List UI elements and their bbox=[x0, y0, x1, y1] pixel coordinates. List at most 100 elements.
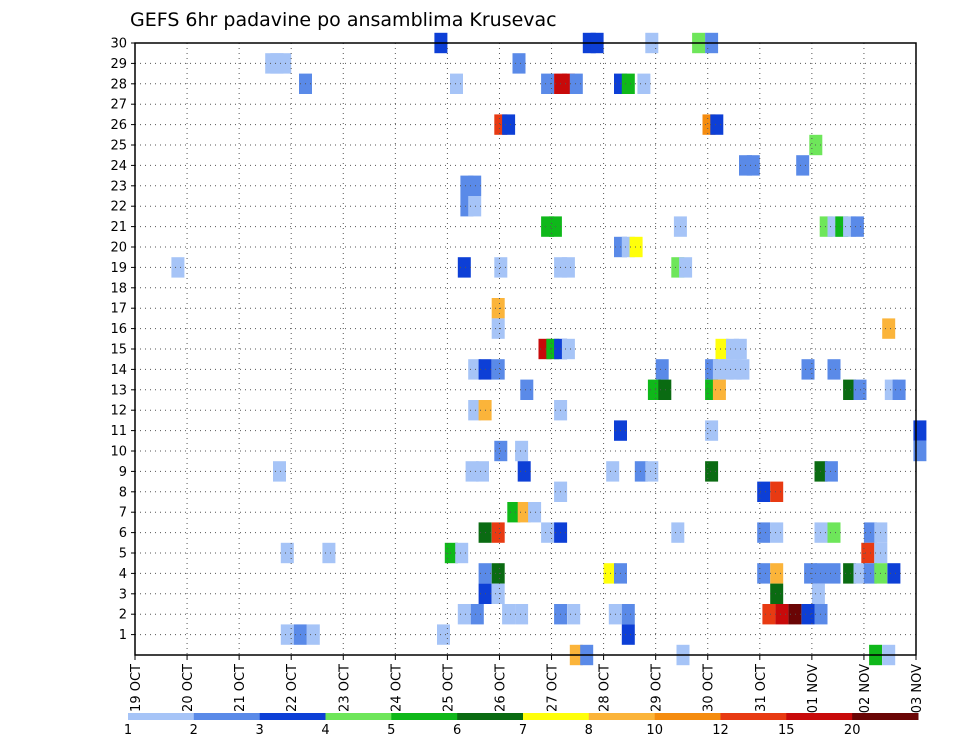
heatmap-cell bbox=[827, 522, 841, 543]
x-tick-label: 21 OCT bbox=[233, 664, 248, 712]
heatmap-cell bbox=[491, 318, 505, 339]
heatmap-cell bbox=[502, 114, 516, 135]
legend-swatch bbox=[325, 713, 392, 720]
heatmap-cell bbox=[171, 257, 185, 278]
y-tick-label: 11 bbox=[110, 424, 127, 439]
y-tick-label: 8 bbox=[119, 485, 127, 500]
heatmap-cell bbox=[705, 420, 719, 441]
legend-swatch bbox=[523, 713, 590, 720]
heatmap-cell bbox=[306, 624, 320, 645]
heatmap-cell bbox=[280, 624, 294, 645]
heatmap-cell bbox=[788, 604, 802, 625]
legend-label: 20 bbox=[844, 723, 861, 738]
heatmap-cell bbox=[457, 604, 471, 625]
heatmap-cell bbox=[470, 604, 484, 625]
y-tick-label: 10 bbox=[110, 445, 127, 460]
y-tick-label: 4 bbox=[119, 567, 127, 582]
y-tick-label: 23 bbox=[110, 179, 127, 194]
heatmap-cell bbox=[621, 624, 635, 645]
legend-swatch bbox=[786, 713, 853, 720]
x-tick-label: 24 OCT bbox=[389, 664, 404, 712]
heatmap-cell bbox=[517, 461, 531, 482]
x-tick-label: 27 OCT bbox=[546, 664, 561, 712]
heatmap-cell bbox=[801, 604, 815, 625]
y-tick-label: 25 bbox=[110, 139, 127, 154]
x-tick-label: 26 OCT bbox=[493, 664, 508, 712]
legend-swatch bbox=[588, 713, 656, 720]
y-tick-label: 17 bbox=[110, 302, 127, 317]
heatmap-cell bbox=[561, 338, 575, 360]
heatmap-cell bbox=[757, 522, 771, 543]
x-axis: 19 OCT 20 OCT 21 OCT 22 OCT 23 OCT 24 OCT 25 O… bbox=[129, 655, 925, 713]
heatmap-cell bbox=[801, 359, 815, 380]
heatmap-cell bbox=[658, 379, 672, 400]
heatmap-cell bbox=[710, 114, 724, 135]
heatmap-cell bbox=[892, 379, 906, 400]
heatmap-cell bbox=[444, 542, 458, 564]
heatmap-cell bbox=[569, 73, 583, 94]
x-tick-label: 29 OCT bbox=[650, 664, 665, 712]
heatmap-cell bbox=[746, 155, 760, 176]
y-tick-label: 18 bbox=[110, 281, 127, 296]
x-tick-label: 22 OCT bbox=[285, 664, 300, 712]
heatmap-cell bbox=[762, 604, 776, 625]
y-tick-label: 27 bbox=[110, 98, 127, 113]
legend-label: 3 bbox=[256, 723, 264, 738]
heatmap-cell bbox=[520, 379, 534, 400]
heatmap-cell bbox=[861, 542, 875, 564]
heatmap-cell bbox=[671, 522, 685, 543]
y-tick-label: 28 bbox=[110, 77, 127, 92]
heatmap-cell bbox=[827, 359, 841, 380]
heatmap-cell bbox=[770, 481, 784, 502]
heatmap-cell bbox=[850, 216, 864, 237]
heatmap-cell bbox=[621, 73, 635, 94]
heatmap-cell bbox=[647, 379, 661, 400]
heatmap-cell bbox=[770, 522, 784, 543]
y-tick-label: 22 bbox=[110, 200, 127, 215]
y-tick-label: 6 bbox=[119, 526, 127, 541]
heatmap-cell bbox=[468, 175, 482, 196]
grid-lines bbox=[135, 43, 916, 655]
y-axis: 1234567891011121314151617181920212223242… bbox=[110, 37, 135, 643]
legend-swatch bbox=[457, 713, 524, 720]
y-tick-label: 13 bbox=[110, 383, 127, 398]
heatmap-cell bbox=[468, 196, 482, 217]
chart-title: GEFS 6hr padavine po ansamblima Krusevac bbox=[130, 9, 557, 31]
y-tick-label: 26 bbox=[110, 118, 127, 133]
heatmap-cell bbox=[437, 624, 450, 645]
legend-label: 1 bbox=[124, 723, 132, 738]
legend-label: 6 bbox=[453, 723, 461, 738]
heatmap-cell bbox=[775, 604, 789, 625]
heatmap-cell bbox=[712, 379, 726, 400]
heatmap-cell bbox=[634, 461, 648, 482]
y-tick-label: 3 bbox=[119, 587, 127, 602]
x-tick-label: 28 OCT bbox=[598, 664, 613, 712]
heatmap-cell bbox=[811, 583, 825, 604]
heatmap-cell bbox=[528, 502, 542, 523]
y-tick-label: 21 bbox=[110, 220, 127, 235]
legend-swatch bbox=[128, 713, 195, 720]
heatmap-cell bbox=[827, 563, 841, 584]
heatmap-cell bbox=[757, 563, 771, 584]
heatmap-cell bbox=[705, 461, 719, 482]
legend-swatch bbox=[654, 713, 721, 720]
legend-label: 10 bbox=[646, 723, 663, 738]
y-tick-label: 15 bbox=[110, 343, 127, 358]
x-tick-label: 19 OCT bbox=[129, 664, 144, 712]
heatmap-cell bbox=[468, 400, 482, 421]
heatmap-cell bbox=[843, 563, 857, 584]
legend-swatch bbox=[193, 713, 261, 720]
heatmap-cell bbox=[645, 461, 659, 482]
heatmap-cell bbox=[655, 359, 669, 380]
heatmap-cell bbox=[541, 73, 555, 94]
heatmap-cell bbox=[491, 359, 505, 380]
legend-label: 4 bbox=[321, 723, 329, 738]
heatmap-cell bbox=[629, 236, 643, 258]
heatmap-cell bbox=[502, 604, 516, 625]
heatmap-cell bbox=[770, 563, 784, 584]
heatmap-cell bbox=[280, 542, 294, 564]
y-tick-label: 9 bbox=[119, 465, 127, 480]
heatmap-cell bbox=[606, 461, 620, 482]
heatmap-cell bbox=[637, 73, 651, 94]
